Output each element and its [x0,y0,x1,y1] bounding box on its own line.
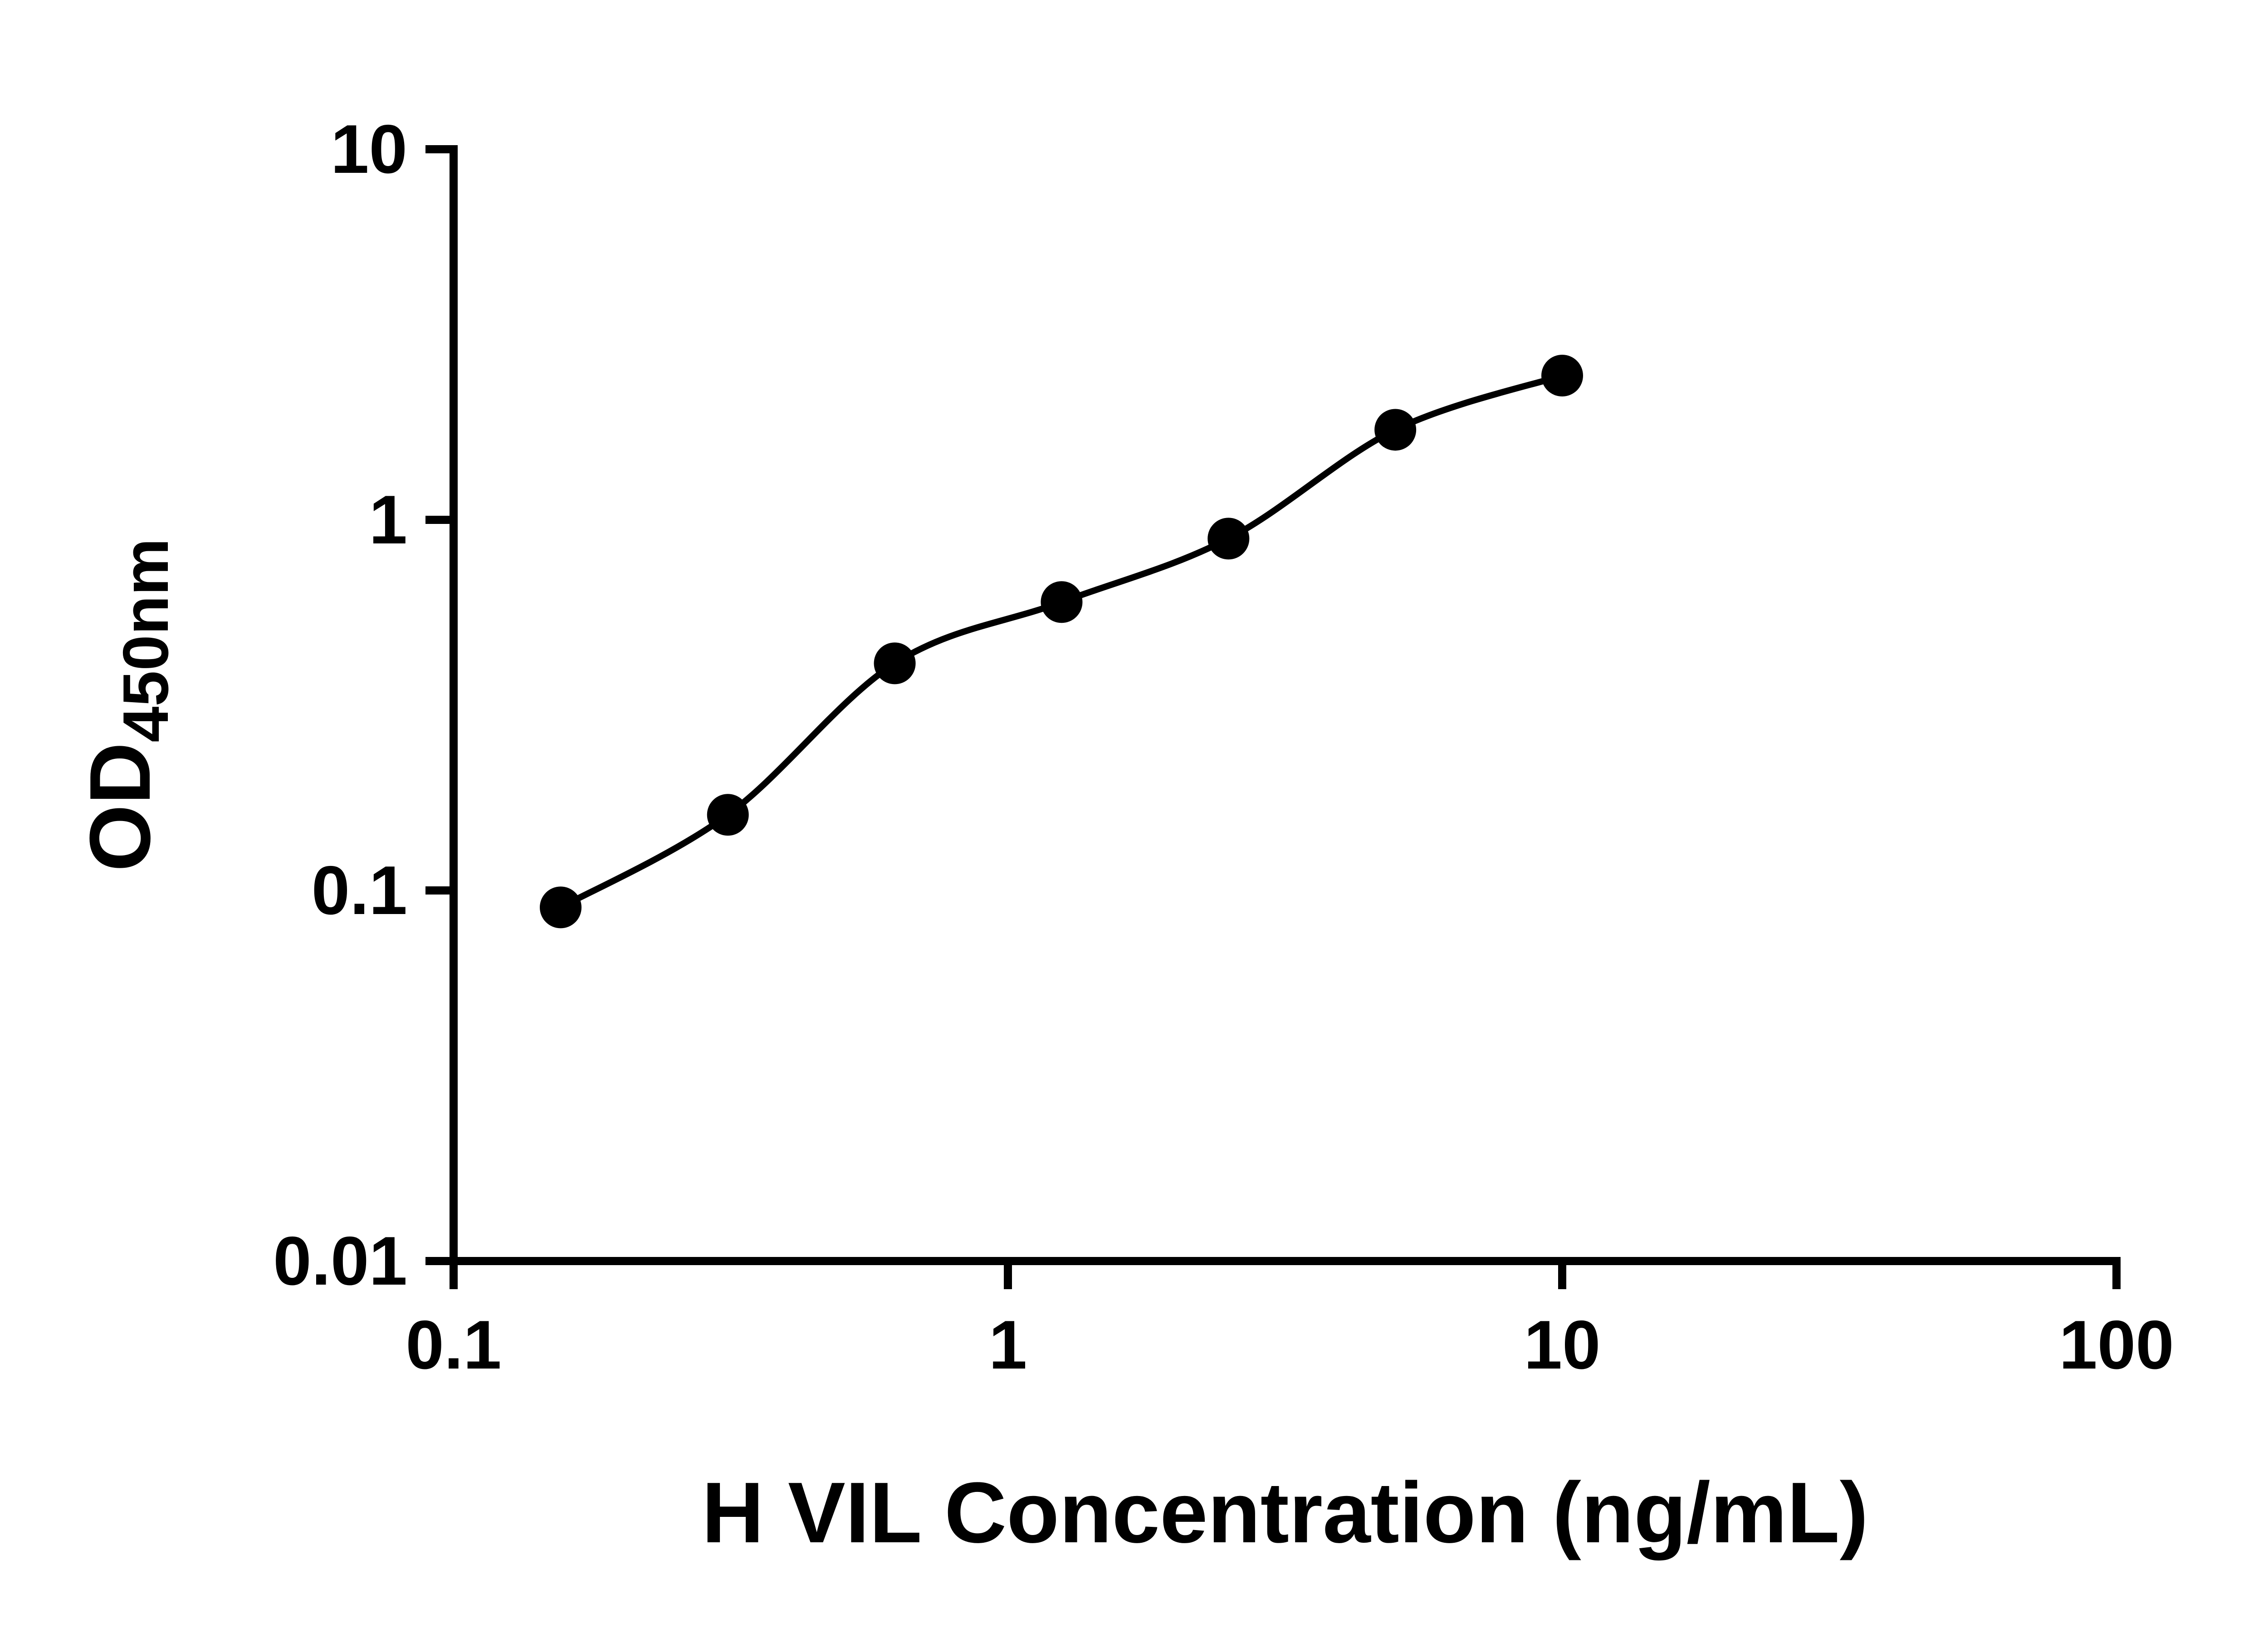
x-axis-title: H VIL Concentration (ng/mL) [702,1465,1868,1561]
x-tick-label: 1 [989,1306,1027,1384]
axes-layer [425,145,2121,1289]
data-point [1207,518,1250,560]
data-point [707,794,749,836]
x-tick-label: 0.1 [406,1306,501,1384]
fit-curve [559,372,1564,910]
data-point [1541,355,1583,397]
y-tick-label: 1 [369,481,407,558]
data-point [539,886,582,929]
data-point [874,642,916,684]
y-tick-label: 0.01 [273,1222,407,1300]
y-axis-title-subscript: 450nm [110,538,182,743]
data-point [1041,581,1083,623]
plot-layer [539,355,1583,929]
data-point [1374,409,1417,451]
y-axis-title: OD450nm [72,538,182,872]
x-tick-label: 10 [1524,1306,1600,1384]
y-axis-title-main: OD [72,742,168,871]
x-tick-label: 100 [2059,1306,2174,1384]
y-tick-label: 10 [331,111,407,188]
y-tick-label: 0.1 [312,852,407,929]
